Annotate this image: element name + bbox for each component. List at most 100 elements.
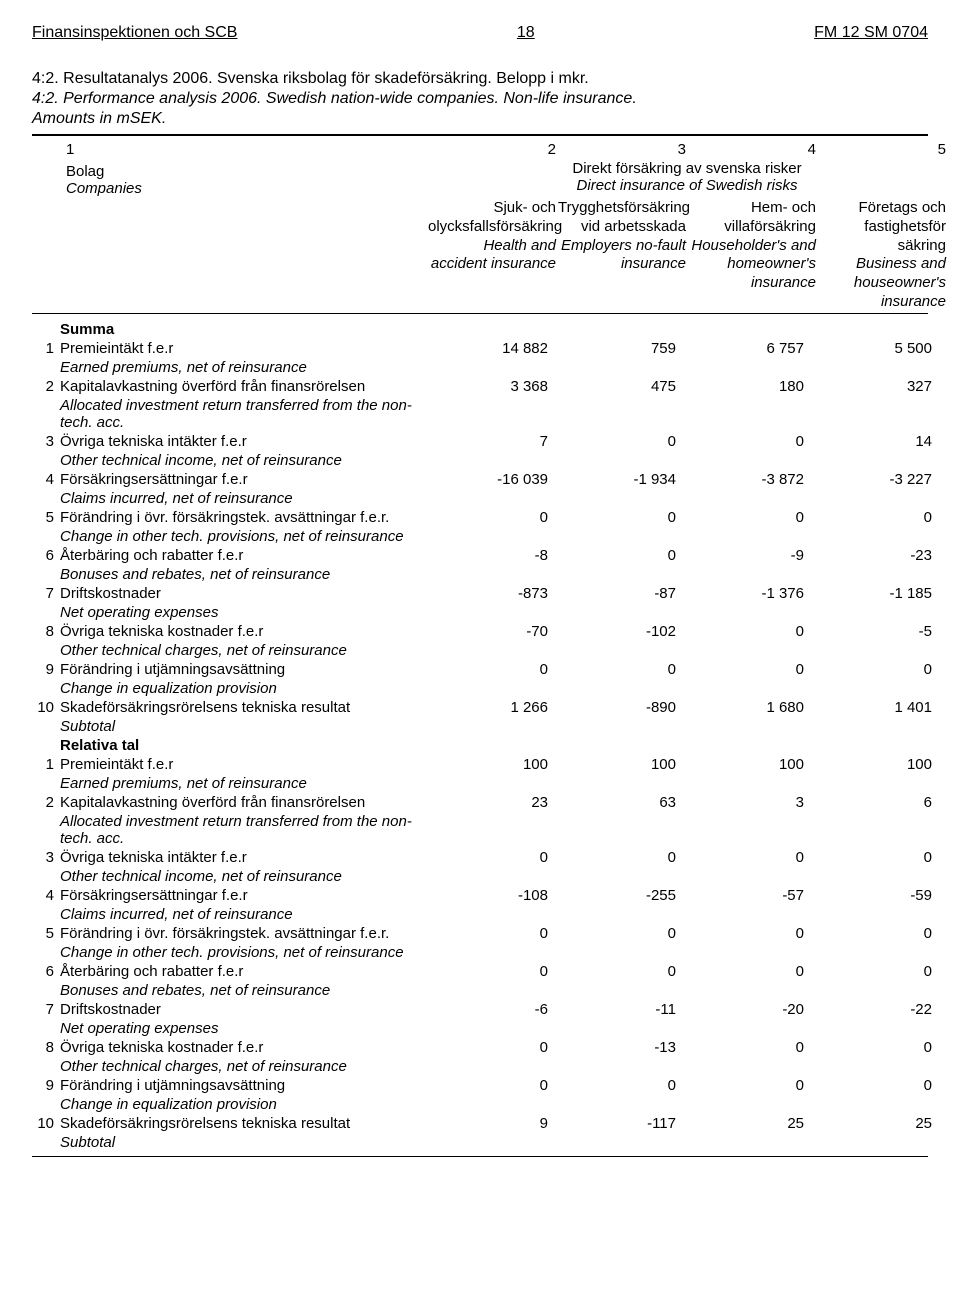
summa-row: 5Förändring i övr. försäkringstek. avsät… <box>32 508 932 527</box>
row-index: 7 <box>32 584 60 603</box>
cell-value: -87 <box>548 584 676 603</box>
cell-value: -13 <box>548 1038 676 1057</box>
cell-value: 5 500 <box>804 339 932 358</box>
row-label-en: Subtotal <box>60 717 420 736</box>
summa-row-en: Change in other tech. provisions, net of… <box>32 527 932 546</box>
cell-value: -22 <box>804 1000 932 1019</box>
row-label-sv: Övriga tekniska kostnader f.e.r <box>60 1038 420 1057</box>
cell-value: 1 680 <box>676 698 804 717</box>
row-index: 6 <box>32 546 60 565</box>
row-index: 1 <box>32 339 60 358</box>
row-label-en: Other technical charges, net of reinsura… <box>60 1057 420 1076</box>
col3-sv: Trygghetsförsäkring vid arbetsskada <box>558 199 690 235</box>
cell-value: 0 <box>420 962 548 981</box>
row-index: 2 <box>32 793 60 812</box>
row-label-sv: Övriga tekniska intäkter f.e.r <box>60 848 420 867</box>
bolag-en: Companies <box>66 180 426 197</box>
rel-row-en: Subtotal <box>32 1133 932 1152</box>
header-center: 18 <box>517 24 535 42</box>
summa-row: 10Skadeförsäkringsrörelsens tekniska res… <box>32 698 932 717</box>
cell-value: -16 039 <box>420 470 548 489</box>
row-index: 10 <box>32 698 60 717</box>
rule-bottom <box>32 1156 928 1157</box>
cell-value: 100 <box>676 755 804 774</box>
row-label-sv: Återbäring och rabatter f.e.r <box>60 546 420 565</box>
summa-row-en: Change in equalization provision <box>32 679 932 698</box>
cell-value: 0 <box>676 622 804 641</box>
cell-value: -59 <box>804 886 932 905</box>
summa-row: 2Kapitalavkastning överförd från finansr… <box>32 377 932 396</box>
cell-value: 0 <box>420 848 548 867</box>
summa-row-en: Other technical income, net of reinsuran… <box>32 451 932 470</box>
cell-value: -3 872 <box>676 470 804 489</box>
cell-value: 23 <box>420 793 548 812</box>
rel-row-en: Net operating expenses <box>32 1019 932 1038</box>
cell-value: 9 <box>420 1114 548 1133</box>
cell-value: 0 <box>676 1076 804 1095</box>
row-label-sv: Försäkringsersättningar f.e.r <box>60 886 420 905</box>
cell-value: -23 <box>804 546 932 565</box>
cell-value: -108 <box>420 886 548 905</box>
row-index: 2 <box>32 377 60 396</box>
row-index: 3 <box>32 432 60 451</box>
section-summa: Summa <box>60 320 420 339</box>
cell-value: 0 <box>676 962 804 981</box>
col-num-1: 1 <box>66 141 74 158</box>
summa-row-en: Subtotal <box>32 717 932 736</box>
group-en: Direct insurance of Swedish risks <box>428 177 946 194</box>
row-label-sv: Kapitalavkastning överförd från finansrö… <box>60 377 420 396</box>
cell-value: 0 <box>420 1038 548 1057</box>
cell-value: 0 <box>676 848 804 867</box>
row-label-en: Change in equalization provision <box>60 679 420 698</box>
rel-row: 7Driftskostnader-6-11-20-22 <box>32 1000 932 1019</box>
cell-value: -57 <box>676 886 804 905</box>
row-label-en: Net operating expenses <box>60 603 420 622</box>
row-label-sv: Förändring i övr. försäkringstek. avsätt… <box>60 508 420 527</box>
rel-row: 3Övriga tekniska intäkter f.e.r0000 <box>32 848 932 867</box>
cell-value: 25 <box>804 1114 932 1133</box>
row-label-en: Claims incurred, net of reinsurance <box>60 489 420 508</box>
cell-value: -11 <box>548 1000 676 1019</box>
row-label-en: Other technical charges, net of reinsura… <box>60 641 420 660</box>
rel-row: 8Övriga tekniska kostnader f.e.r0-1300 <box>32 1038 932 1057</box>
header-table: 1 2 3 4 5 Bolag Companies Direkt försäkr… <box>32 140 947 313</box>
cell-value: 3 <box>676 793 804 812</box>
data-table: Summa 1Premieintäkt f.e.r14 8827596 7575… <box>32 320 932 1152</box>
col4-sv: Hem- och villaförsäkring <box>724 199 816 235</box>
row-index: 9 <box>32 660 60 679</box>
cell-value: -70 <box>420 622 548 641</box>
cell-value: 6 <box>804 793 932 812</box>
row-index: 6 <box>32 962 60 981</box>
summa-row: 9Förändring i utjämningsavsättning0000 <box>32 660 932 679</box>
cell-value: 0 <box>420 660 548 679</box>
cell-value: 0 <box>804 508 932 527</box>
summa-row: 7Driftskostnader-873-87-1 376-1 185 <box>32 584 932 603</box>
rel-row-en: Bonuses and rebates, net of reinsurance <box>32 981 932 1000</box>
cell-value: -3 227 <box>804 470 932 489</box>
row-label-sv: Förändring i utjämningsavsättning <box>60 660 420 679</box>
cell-value: -8 <box>420 546 548 565</box>
cell-value: 0 <box>804 660 932 679</box>
summa-row: 1Premieintäkt f.e.r14 8827596 7575 500 <box>32 339 932 358</box>
cell-value: -255 <box>548 886 676 905</box>
rel-row: 2Kapitalavkastning överförd från finansr… <box>32 793 932 812</box>
row-index: 3 <box>32 848 60 867</box>
summa-row-en: Claims incurred, net of reinsurance <box>32 489 932 508</box>
cell-value: 475 <box>548 377 676 396</box>
cell-value: 0 <box>804 1076 932 1095</box>
cell-value: -117 <box>548 1114 676 1133</box>
summa-row: 8Övriga tekniska kostnader f.e.r-70-1020… <box>32 622 932 641</box>
row-label-en: Change in other tech. provisions, net of… <box>60 527 420 546</box>
rel-row-en: Claims incurred, net of reinsurance <box>32 905 932 924</box>
row-label-en: Earned premiums, net of reinsurance <box>60 774 420 793</box>
cell-value: -873 <box>420 584 548 603</box>
row-index: 4 <box>32 470 60 489</box>
col-num-3: 3 <box>678 141 686 158</box>
col-num-5: 5 <box>938 141 946 158</box>
row-label-en: Allocated investment return transferred … <box>60 396 420 432</box>
cell-value: 0 <box>804 1038 932 1057</box>
summa-row-en: Net operating expenses <box>32 603 932 622</box>
cell-value: 0 <box>548 546 676 565</box>
row-label-sv: Kapitalavkastning överförd från finansrö… <box>60 793 420 812</box>
row-label-en: Change in equalization provision <box>60 1095 420 1114</box>
